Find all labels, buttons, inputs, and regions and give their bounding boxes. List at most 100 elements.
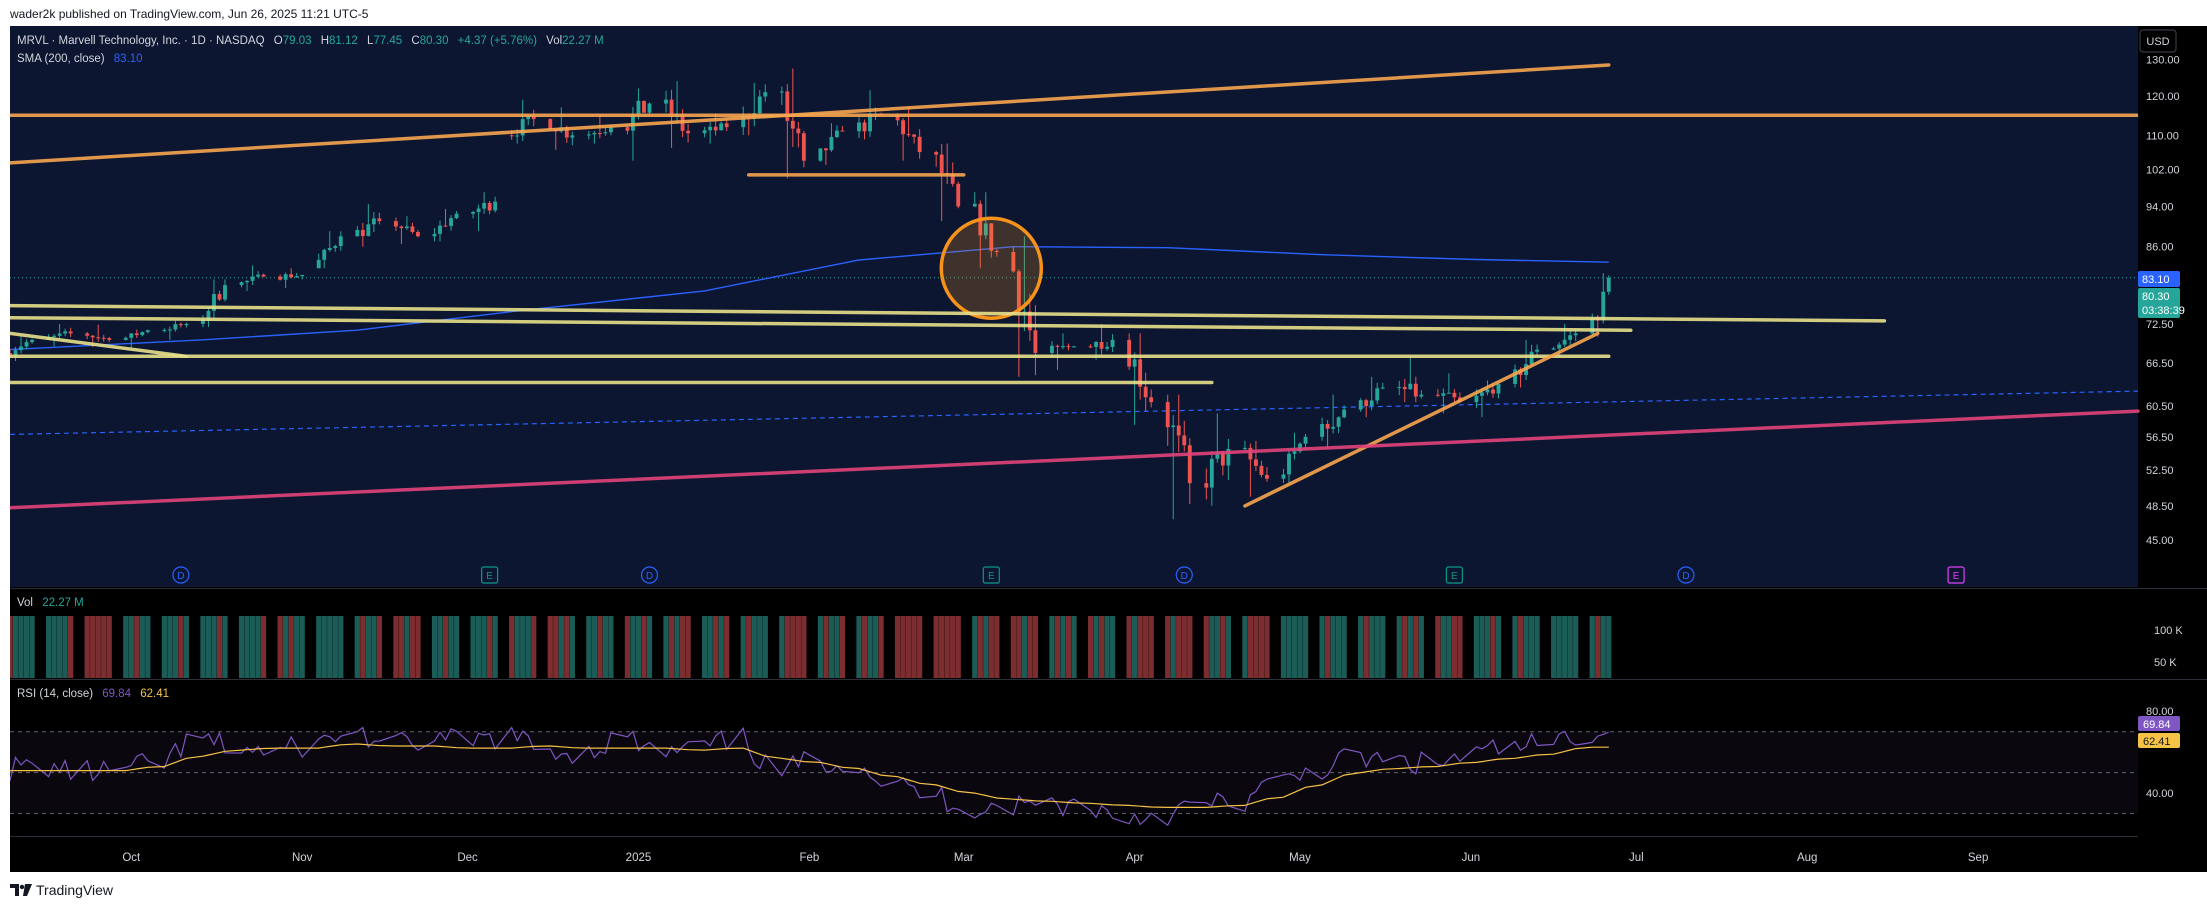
candle-up[interactable] (1331, 426, 1336, 429)
candle-down[interactable] (823, 148, 828, 151)
candle-down[interactable] (1435, 394, 1440, 396)
candle-down[interactable] (1016, 271, 1021, 312)
candle-down[interactable] (101, 337, 106, 339)
candle-up[interactable] (1446, 392, 1451, 394)
candle-up[interactable] (1226, 448, 1231, 466)
candle-up[interactable] (338, 236, 343, 247)
candle-down[interactable] (393, 221, 398, 227)
candle-up[interactable] (1215, 451, 1220, 459)
candle-up[interactable] (1303, 436, 1308, 444)
candle-up[interactable] (983, 223, 988, 236)
candle-down[interactable] (564, 127, 569, 138)
candle-up[interactable] (145, 330, 150, 333)
candle-up[interactable] (1535, 349, 1540, 352)
candle-up[interactable] (1209, 458, 1214, 488)
candle-up[interactable] (1485, 389, 1490, 393)
candle-down[interactable] (416, 232, 420, 237)
event-marker-e[interactable]: E (982, 566, 1000, 584)
candle-up[interactable] (757, 96, 762, 114)
candle-down[interactable] (597, 133, 602, 135)
candle-up[interactable] (702, 130, 707, 134)
chart-svg[interactable]: D E D E D E D E 130.00 120.00 110.00 102.00 94.00 86… (10, 26, 2207, 872)
candle-down[interactable] (790, 120, 795, 129)
candle-down[interactable] (1138, 359, 1143, 387)
candle-down[interactable] (134, 333, 139, 336)
candle-up[interactable] (438, 225, 442, 234)
candle-up[interactable] (1320, 424, 1325, 437)
candle-down[interactable] (895, 115, 900, 121)
candle-up[interactable] (1380, 387, 1385, 389)
candle-up[interactable] (1022, 311, 1027, 313)
candle-up[interactable] (371, 218, 376, 225)
candle-down[interactable] (509, 135, 514, 137)
candle-down[interactable] (1265, 474, 1269, 479)
candle-up[interactable] (1342, 409, 1347, 418)
candle-down[interactable] (1176, 425, 1181, 436)
candle-down[interactable] (625, 127, 630, 131)
candle-down[interactable] (939, 154, 944, 174)
candle-up[interactable] (206, 310, 211, 321)
candle-up[interactable] (19, 346, 23, 351)
candle-up[interactable] (1601, 291, 1606, 321)
candle-up[interactable] (24, 342, 29, 347)
candle-up[interactable] (586, 134, 591, 136)
candle-up[interactable] (471, 212, 476, 214)
candle-up[interactable] (129, 333, 134, 338)
candle-up[interactable] (327, 247, 332, 250)
candle-down[interactable] (178, 324, 183, 326)
candle-down[interactable] (950, 174, 955, 184)
candle-up[interactable] (283, 274, 288, 280)
candle-up[interactable] (719, 123, 724, 131)
candle-down[interactable] (994, 250, 999, 252)
candle-up[interactable] (223, 285, 227, 300)
candle-up[interactable] (603, 132, 608, 134)
candle-up[interactable] (1474, 395, 1479, 403)
candle-down[interactable] (1413, 383, 1418, 397)
candle-down[interactable] (531, 115, 536, 120)
candle-down[interactable] (289, 274, 294, 278)
candle-down[interactable] (686, 130, 691, 134)
candle-up[interactable] (294, 276, 299, 278)
candle-up[interactable] (520, 119, 525, 136)
candle-up[interactable] (818, 148, 823, 161)
candle-down[interactable] (10, 352, 12, 355)
candle-down[interactable] (1182, 435, 1187, 446)
event-marker-d[interactable]: D (172, 566, 190, 584)
candle-up[interactable] (366, 224, 371, 237)
candle-down[interactable] (377, 218, 382, 222)
candle-up[interactable] (868, 113, 872, 132)
candle-up[interactable] (972, 203, 977, 207)
candle-up[interactable] (1441, 393, 1446, 396)
candle-up[interactable] (140, 332, 145, 336)
candle-up[interactable] (1419, 394, 1424, 397)
candle-down[interactable] (1055, 345, 1060, 347)
candle-up[interactable] (63, 331, 68, 334)
candle-up[interactable] (857, 122, 861, 132)
candle-down[interactable] (1165, 402, 1170, 428)
candle-up[interactable] (256, 274, 261, 277)
candle-up[interactable] (167, 329, 172, 331)
candle-down[interactable] (1143, 386, 1148, 398)
event-marker-e[interactable]: E (1947, 566, 1965, 584)
brand[interactable]: TradingView (10, 882, 113, 898)
candle-up[interactable] (608, 127, 613, 133)
candle-up[interactable] (1606, 277, 1611, 292)
candle-down[interactable] (1402, 386, 1407, 390)
candle-down[interactable] (906, 134, 911, 136)
candle-up[interactable] (631, 113, 635, 131)
candle-up[interactable] (1369, 400, 1374, 407)
event-marker-e[interactable]: E (481, 566, 499, 584)
candle-down[interactable] (989, 223, 994, 251)
candle-up[interactable] (636, 100, 641, 114)
candle-down[interactable] (724, 123, 729, 128)
candle-up[interactable] (1072, 346, 1076, 348)
candle-up[interactable] (201, 320, 205, 324)
candle-up[interactable] (162, 330, 167, 332)
candle-up[interactable] (526, 115, 531, 120)
candle-up[interactable] (664, 99, 668, 104)
candle-up[interactable] (1132, 359, 1137, 367)
candle-down[interactable] (956, 183, 961, 207)
candle-down[interactable] (1033, 330, 1038, 353)
candle-down[interactable] (107, 338, 112, 340)
candle-up[interactable] (1590, 318, 1595, 334)
